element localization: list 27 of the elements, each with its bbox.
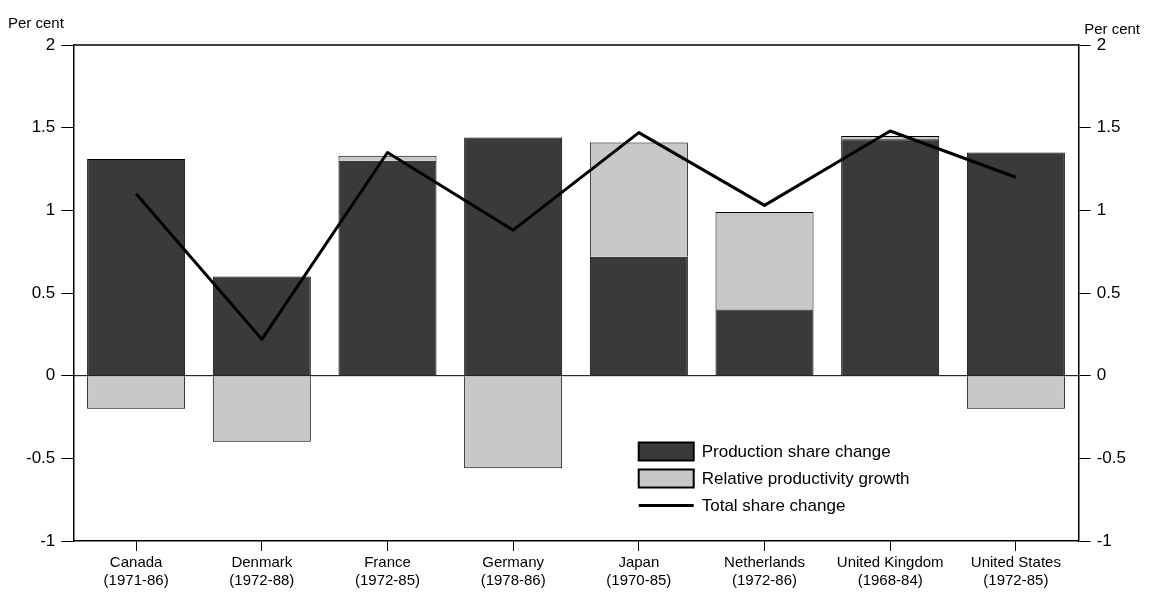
legend-label: Total share change bbox=[701, 496, 846, 516]
x-tick-label: Germany (1978-86) bbox=[480, 553, 546, 589]
x-tick-label: Canada (1971-86) bbox=[103, 553, 169, 589]
x-tick-label: United States (1972-85) bbox=[970, 553, 1061, 589]
y-tick-label: 0.5 bbox=[31, 282, 56, 302]
legend-label: Production share change bbox=[701, 442, 891, 462]
x-tick-label: Denmark (1972-88) bbox=[229, 553, 295, 589]
y-axis-title: Per cent bbox=[8, 13, 65, 31]
y2-tick-label: -0.5 bbox=[1096, 448, 1126, 468]
y2-tick-label: -1 bbox=[1096, 530, 1112, 550]
y2-tick-label: 0.5 bbox=[1096, 282, 1121, 302]
y-tick-label: 1.5 bbox=[31, 117, 56, 137]
legend-label: Relative productivity growth bbox=[701, 469, 910, 489]
y2-tick-label: 2 bbox=[1096, 34, 1107, 54]
y-tick-label: 1 bbox=[45, 200, 56, 220]
y2-axis-title: Per cent bbox=[1084, 19, 1141, 37]
y2-tick-label: 1 bbox=[1096, 200, 1107, 220]
y-tick-label: 0 bbox=[45, 365, 56, 385]
y2-tick-label: 0 bbox=[1096, 365, 1107, 385]
y2-tick-label: 1.5 bbox=[1096, 117, 1121, 137]
x-tick-label: France (1972-85) bbox=[354, 553, 421, 589]
x-tick-label: United Kingdom (1968-84) bbox=[836, 553, 944, 589]
y-tick-label: 2 bbox=[45, 34, 56, 54]
y-tick-label: -1 bbox=[40, 530, 56, 550]
x-tick-label: Japan (1970-85) bbox=[606, 553, 672, 589]
x-tick-label: Netherlands (1972-86) bbox=[724, 553, 805, 589]
y-tick-label: -0.5 bbox=[26, 448, 56, 468]
